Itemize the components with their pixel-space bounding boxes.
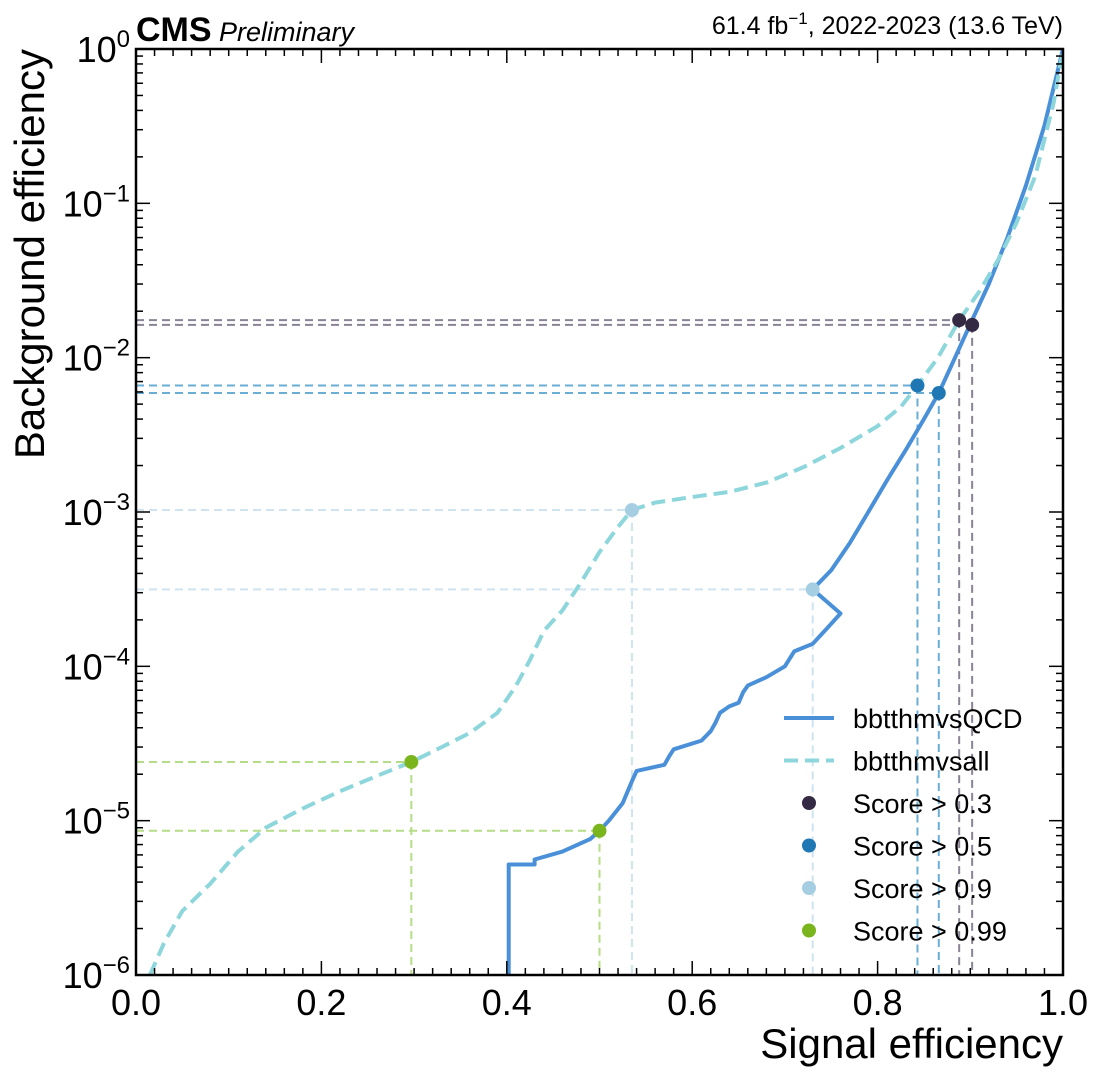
axis-tick-labels: 0.0 0.2 0.4 0.6 0.8 1.0 10−6 10−5 10−4 10−3 10−2 10… [63, 26, 1088, 1023]
x-tick-label: 1.0 [1038, 982, 1088, 1023]
x-tick-label: 0.2 [296, 982, 346, 1023]
wp-marker-0-1 [965, 317, 980, 332]
wp-marker-0-0 [952, 313, 967, 328]
legend: bbtthmvsQCD bbtthmvsall Score > 0.3 Score >… [784, 704, 1023, 947]
x-axis-label: Signal efficiency [760, 1020, 1063, 1067]
legend-marker-1 [802, 838, 816, 853]
x-tick-label: 0.6 [667, 982, 717, 1023]
y-tick-label: 10−6 [63, 952, 130, 996]
wp-marker-2-0 [624, 503, 639, 518]
legend-label-wp-0: Score > 0.3 [853, 789, 992, 819]
legend-marker-2 [802, 881, 816, 895]
wp-marker-3-0 [404, 754, 419, 769]
x-tick-label: 0.8 [853, 982, 903, 1023]
y-tick-label: 100 [77, 26, 130, 70]
legend-label-bbtthmvsall: bbtthmvsall [853, 747, 990, 777]
working-point-markers [404, 313, 980, 838]
y-axis-label: Background efficiency [6, 49, 53, 459]
working-point-reference-lines [136, 319, 974, 975]
y-tick-label: 10−1 [63, 180, 130, 224]
plot-frame [134, 47, 1065, 977]
legend-label-bbtthmvsQCD: bbtthmvsQCD [853, 704, 1023, 734]
y-tick-label: 10−4 [63, 643, 130, 687]
x-tick-label: 0.0 [111, 982, 161, 1023]
wp-marker-1-0 [910, 378, 925, 393]
wp-marker-2-1 [805, 582, 820, 597]
wp-marker-3-1 [592, 823, 607, 838]
status-label: Preliminary [219, 17, 356, 47]
y-tick-label: 10−2 [63, 335, 130, 379]
y-tick-label: 10−5 [63, 798, 130, 842]
x-tick-label: 0.4 [482, 982, 532, 1023]
y-tick-label: 10−3 [63, 489, 130, 533]
legend-label-wp-1: Score > 0.5 [853, 832, 992, 862]
legend-marker-0 [802, 796, 816, 810]
wp-marker-1-1 [931, 386, 946, 401]
lumi-label: 61.4 fb−1, 2022-2023 (13.6 TeV) [712, 9, 1063, 40]
legend-label-wp-3: Score > 0.99 [853, 917, 1007, 947]
series-line-bbtthmvsall [148, 49, 1063, 975]
legend-label-wp-2: Score > 0.9 [853, 874, 992, 904]
experiment-label: CMS [136, 11, 212, 49]
legend-marker-3 [802, 923, 816, 938]
